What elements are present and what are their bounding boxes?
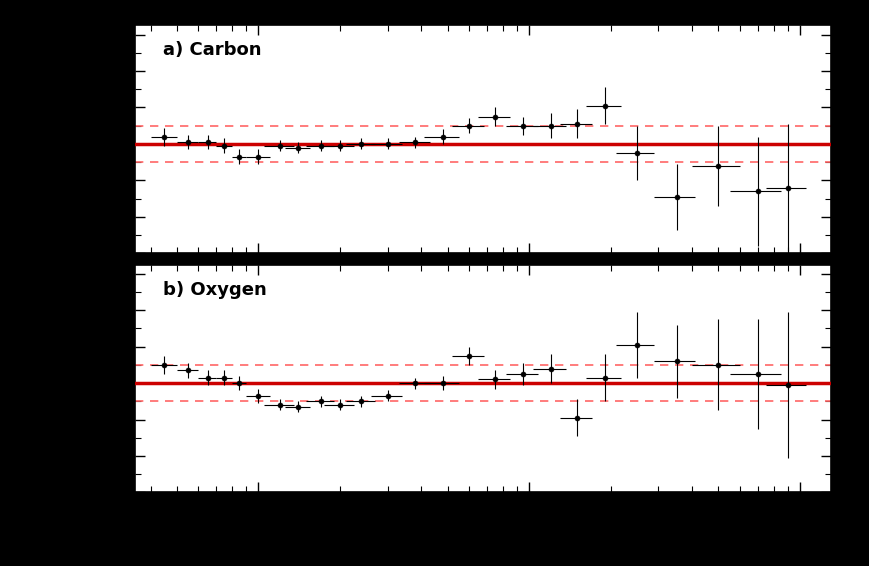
Y-axis label: Survival Probability MC/Data Ratio: Survival Probability MC/Data Ratio	[85, 32, 98, 247]
Text: b) Oxygen: b) Oxygen	[163, 281, 266, 299]
Text: a) Carbon: a) Carbon	[163, 41, 261, 59]
X-axis label: Rigidity [GV]: Rigidity [GV]	[434, 521, 531, 536]
Y-axis label: Survival Probability MC/Data Ratio: Survival Probability MC/Data Ratio	[85, 271, 98, 486]
